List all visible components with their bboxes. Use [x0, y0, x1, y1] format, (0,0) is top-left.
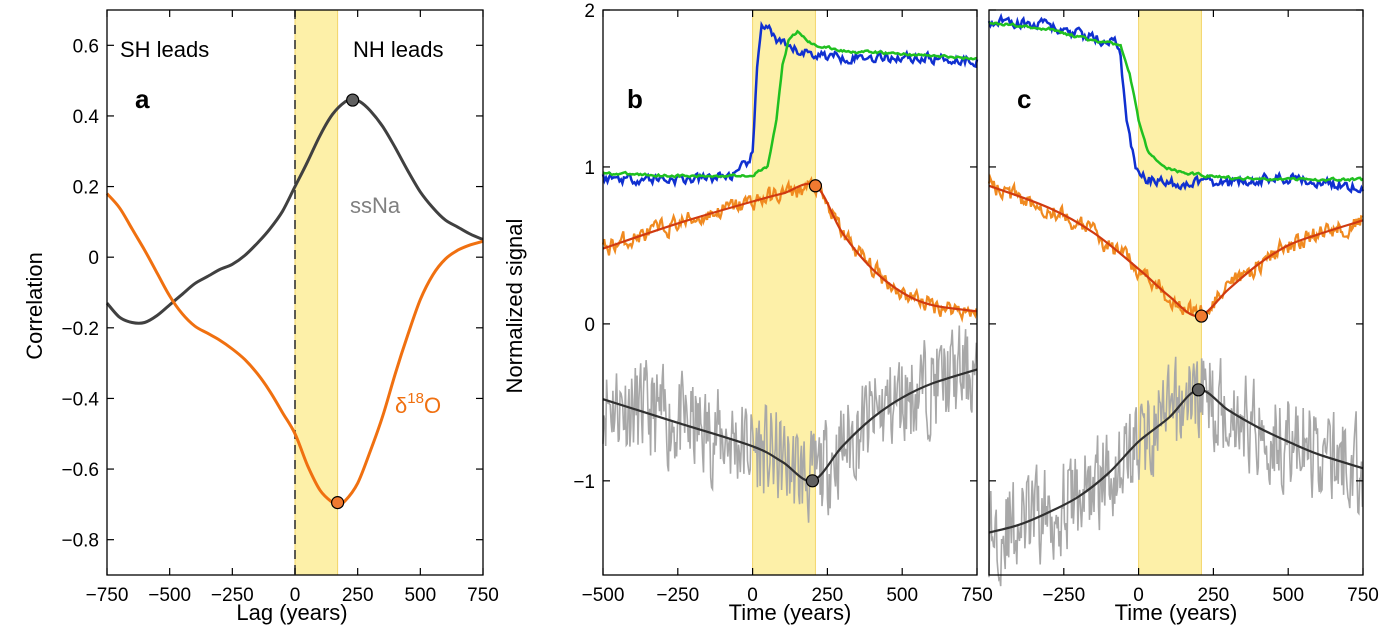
d18o-o: O: [424, 393, 441, 418]
d18o-delta: δ: [395, 393, 407, 418]
shaded-band: [294, 9, 339, 576]
series-line-d18o: [105, 192, 484, 507]
x-axis-label-b: Time (years): [729, 600, 852, 625]
ticks-b: −500 −250 0 250 500 750 −1 0 1 2: [573, 1, 993, 606]
series-label-d18o: δ18O: [395, 390, 441, 418]
y-tick-label: 0: [584, 315, 595, 336]
panel-letter-a: a: [135, 84, 150, 114]
panel-letter-c: c: [1017, 84, 1031, 114]
x-tick-label: −500: [148, 585, 191, 606]
series-line-fit-black: [602, 368, 978, 483]
x-tick-label: 500: [404, 585, 436, 606]
series-line-blue: [601, 20, 979, 188]
panel-c: −250 0 250 500 750 c Time (years): [987, 9, 1379, 625]
y-tick-label: 2: [584, 1, 595, 22]
x-tick-label: 0: [290, 585, 301, 606]
d18o-superscript: 18: [407, 390, 424, 407]
y-tick-label: 0: [88, 248, 99, 269]
max-marker-ssna: [346, 93, 360, 107]
x-tick-label: 0: [747, 585, 758, 606]
min-marker-d18o: [331, 496, 345, 510]
x-tick-label: −500: [582, 585, 625, 606]
y-axis-label-b: Normalized signal: [502, 219, 527, 394]
breakpoint-marker-orange: [808, 179, 823, 193]
plot-area-b: [601, 20, 979, 523]
y-tick-label: −0.4: [61, 389, 99, 410]
x-tick-label: −250: [656, 585, 699, 606]
plot-area-c: [987, 12, 1365, 587]
ticks-a: −750 −500 −250 0 250 500 750 −0.8 −0.6 −0.4 −0.2 0 0…: [61, 10, 499, 606]
breakpoint-marker-grey: [805, 474, 820, 488]
y-tick-label: 0.2: [73, 178, 99, 199]
y-tick-label: −0.2: [61, 319, 99, 340]
y-axis-label-a: Correlation: [22, 252, 47, 360]
x-tick-label: −250: [1042, 585, 1085, 606]
series-line-raw-grey: [988, 356, 1364, 587]
series-line-green: [988, 21, 1364, 183]
plot-area-a: [105, 10, 484, 575]
y-tick-label: −0.8: [61, 531, 99, 552]
y-tick-label: 0.6: [73, 36, 99, 57]
x-tick-label: −250: [211, 585, 254, 606]
breakpoint-marker-orange: [1194, 309, 1209, 323]
axes-frame-c: [988, 9, 1364, 576]
shaded-band: [1138, 9, 1202, 576]
axes-frame-b: [602, 9, 978, 576]
x-tick-label: 500: [886, 585, 918, 606]
series-line-raw-orange: [987, 173, 1363, 321]
x-axis-label-c: Time (years): [1115, 600, 1238, 625]
x-tick-label: 250: [342, 585, 374, 606]
annotation-nh-leads: NH leads: [353, 37, 443, 62]
x-tick-label: 750: [961, 585, 993, 606]
series-line-fit-black: [988, 388, 1364, 534]
x-tick-label: 0: [1133, 585, 1144, 606]
x-tick-label: 750: [467, 585, 499, 606]
series-line-blue: [987, 12, 1365, 194]
series-line-raw-grey: [602, 325, 978, 523]
ticks-c: −250 0 250 500 750: [989, 9, 1379, 606]
x-tick-label: 250: [812, 585, 844, 606]
series-label-ssna: ssNa: [350, 193, 401, 218]
y-tick-label: −1: [573, 472, 595, 493]
annotation-sh-leads: SH leads: [120, 37, 209, 62]
x-axis-label-a: Lag (years): [236, 600, 347, 625]
panel-letter-b: b: [627, 84, 643, 114]
panel-a: −750 −500 −250 0 250 500 750 −0.8 −0.6 −0.4 −0.2 0 0…: [22, 9, 499, 625]
x-tick-label: −750: [86, 585, 129, 606]
y-tick-label: 1: [584, 158, 595, 179]
y-tick-label: −0.6: [61, 460, 99, 481]
x-tick-label: 250: [1198, 585, 1230, 606]
breakpoint-marker-grey: [1191, 383, 1206, 397]
y-tick-label: 0.4: [73, 107, 100, 128]
series-line-green: [602, 29, 978, 179]
panel-b: −500 −250 0 250 500 750 −1 0 1 2 b Time (years) N…: [502, 1, 993, 625]
x-tick-label: 500: [1272, 585, 1304, 606]
x-tick-label: 750: [1347, 585, 1379, 606]
series-line-ssna: [105, 98, 484, 325]
series-line-fit-red: [602, 182, 978, 313]
